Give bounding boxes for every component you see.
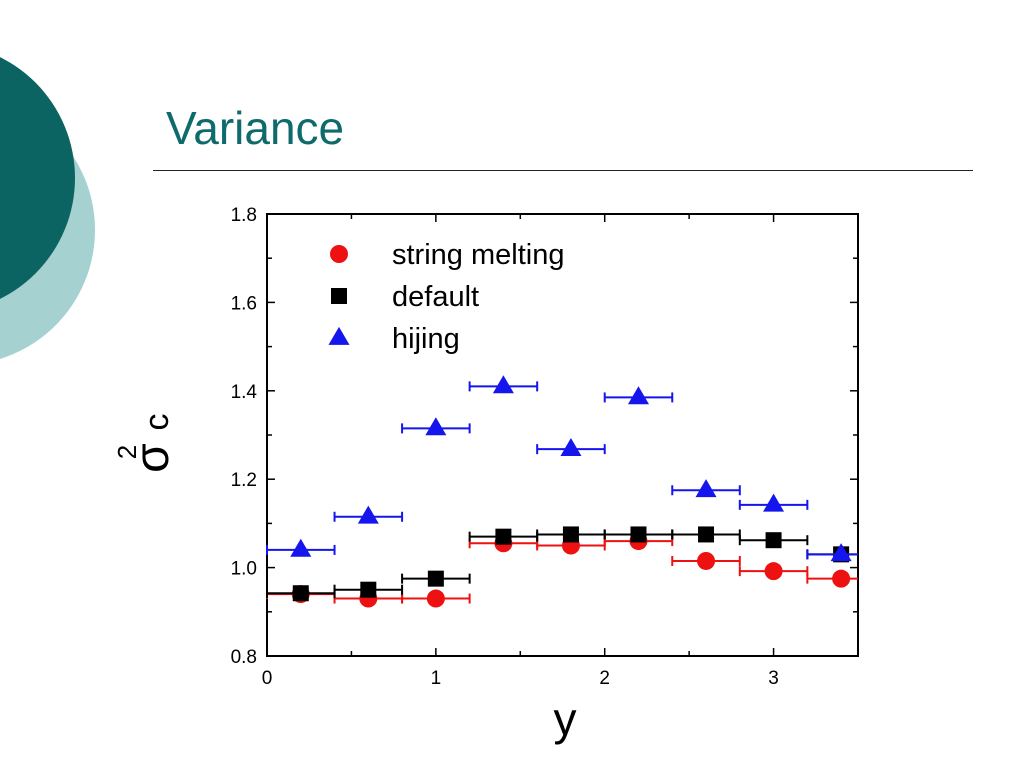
data-point-triangle	[763, 493, 785, 512]
data-point-circle	[832, 569, 851, 588]
legend-marker-circle	[330, 245, 348, 263]
data-point-square	[292, 585, 309, 602]
x-axis-label: y	[554, 693, 577, 745]
y-axis-label-symbol: σ	[126, 443, 179, 473]
title-divider	[153, 170, 973, 171]
x-tick-label: 0	[262, 668, 273, 689]
legend-label: string melting	[392, 239, 564, 271]
data-point-square	[698, 526, 715, 543]
y-axis-label-subscript: c	[138, 414, 176, 431]
data-point-triangle	[560, 437, 582, 456]
legend-label: hijing	[392, 323, 460, 355]
data-point-triangle	[290, 538, 312, 557]
dark-teal-circle	[0, 57, 75, 299]
y-axis-label: σ 2 c	[112, 414, 179, 473]
data-point-circle	[764, 562, 783, 581]
y-tick-label: 0.8	[231, 647, 257, 668]
x-tick-label: 1	[431, 668, 442, 689]
data-point-triangle	[830, 543, 852, 562]
data-point-triangle	[627, 386, 649, 405]
slide-title: Variance	[166, 102, 345, 154]
data-point-triangle	[425, 417, 447, 436]
y-tick-label: 1.8	[231, 205, 257, 226]
y-tick-label: 1.2	[231, 470, 257, 491]
chart-series	[266, 375, 858, 608]
data-point-triangle	[695, 479, 717, 498]
legend-marker-triangle	[328, 326, 350, 345]
data-point-square	[495, 528, 512, 545]
data-point-circle	[426, 589, 445, 608]
data-point-square	[630, 526, 647, 543]
data-point-square	[427, 570, 444, 587]
data-point-circle	[697, 551, 716, 570]
legend-label: default	[392, 281, 479, 313]
y-tick-label: 1.6	[231, 293, 257, 314]
y-tick-label: 1.4	[231, 382, 258, 403]
data-point-square	[765, 532, 782, 549]
y-tick-label: 1.0	[231, 559, 257, 580]
data-point-square	[562, 526, 579, 543]
data-point-square	[360, 581, 377, 598]
data-point-triangle	[492, 375, 514, 394]
x-tick-label: 3	[768, 668, 779, 689]
chart-ticks: 0 1 2 3 0.8 1.0 1.2 1.4 1.6 1.8	[231, 205, 859, 689]
legend-marker-square	[331, 288, 347, 304]
data-point-triangle	[357, 505, 379, 524]
y-axis-label-superscript: 2	[112, 445, 142, 459]
chart-legend: string melting default hijing	[328, 239, 564, 355]
x-tick-label: 2	[599, 668, 610, 689]
